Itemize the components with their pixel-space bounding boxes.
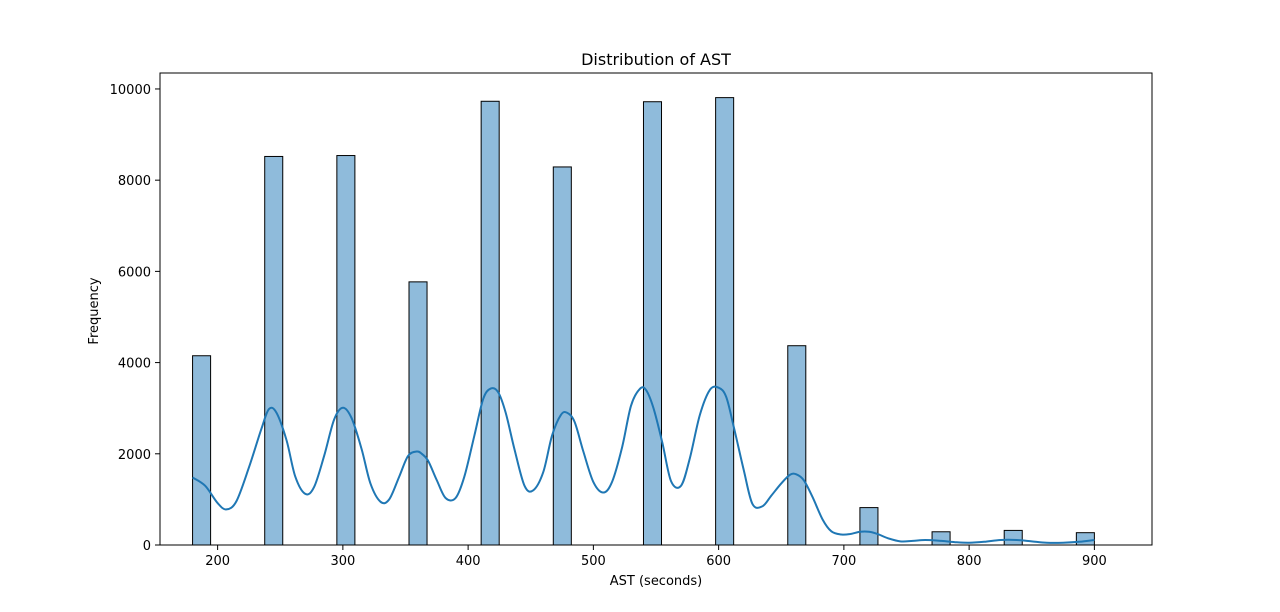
bars-group xyxy=(192,97,1095,546)
x-tick-label: 200 xyxy=(205,554,230,569)
kde-line xyxy=(192,385,1095,544)
y-tick-label: 6000 xyxy=(118,265,151,280)
x-tick-label: 800 xyxy=(957,554,982,569)
histogram-bar-4 xyxy=(480,100,500,546)
y-axis: 0 2000 4000 6000 8000 10000 xyxy=(110,83,160,554)
x-axis: 200 300 400 500 600 700 800 900 xyxy=(205,545,1107,569)
x-tick-label: 300 xyxy=(330,554,355,569)
x-tick-label: 700 xyxy=(831,554,856,569)
histogram-bar-6 xyxy=(642,101,663,546)
x-tick-label: 400 xyxy=(456,554,481,569)
y-axis-label: Frequency xyxy=(87,277,102,344)
y-tick-label: 4000 xyxy=(118,357,151,372)
histogram-bar-9 xyxy=(859,507,879,546)
histogram-bar-0 xyxy=(192,355,212,546)
histogram-bar-10 xyxy=(931,531,951,546)
x-tick-label: 500 xyxy=(581,554,606,569)
histogram-bar-1 xyxy=(264,155,284,546)
x-tick-label: 600 xyxy=(706,554,731,569)
y-tick-label: 2000 xyxy=(118,448,151,463)
x-axis-label: AST (seconds) xyxy=(610,574,703,589)
plot-area-frame xyxy=(159,72,1153,546)
histogram-bar-5 xyxy=(552,166,572,546)
histogram-bar-2 xyxy=(336,155,356,546)
histogram-bar-8 xyxy=(787,345,807,546)
histogram-bar-12 xyxy=(1075,532,1095,546)
y-tick-label: 0 xyxy=(143,539,151,554)
y-tick-label: 8000 xyxy=(118,174,151,189)
histogram-bar-3 xyxy=(408,281,428,546)
histogram-bar-11 xyxy=(1003,529,1023,546)
chart-title: Distribution of AST xyxy=(581,50,731,69)
histogram-bar-7 xyxy=(715,97,735,546)
x-tick-label: 900 xyxy=(1082,554,1107,569)
y-tick-label: 10000 xyxy=(110,83,151,98)
